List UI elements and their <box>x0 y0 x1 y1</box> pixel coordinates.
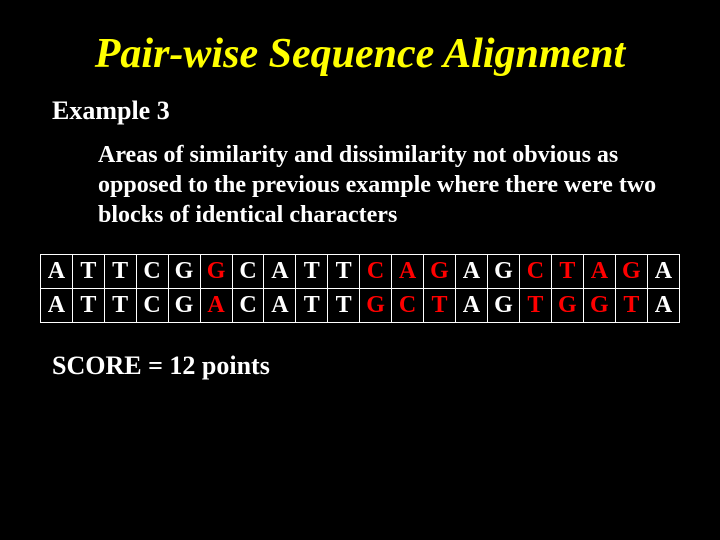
seq-cell: A <box>392 255 424 289</box>
seq-cell: T <box>423 289 455 323</box>
score-text: SCORE = 12 points <box>52 351 680 381</box>
seq-cell: G <box>168 289 200 323</box>
seq-cell: T <box>104 255 136 289</box>
seq-cell: T <box>328 289 360 323</box>
seq-cell: A <box>583 255 615 289</box>
sequence-row-2: ATTCGACATTGCTAGTGGTA <box>41 289 680 323</box>
seq-cell: C <box>392 289 424 323</box>
sequence-row-1: ATTCGGCATTCAGAGCTAGA <box>41 255 680 289</box>
description-text: Areas of similarity and dissimilarity no… <box>98 140 660 230</box>
seq-cell: C <box>360 255 392 289</box>
slide-title: Pair-wise Sequence Alignment <box>40 30 680 78</box>
seq-cell: T <box>72 289 104 323</box>
seq-cell: A <box>41 255 73 289</box>
seq-cell: G <box>551 289 583 323</box>
seq-cell: G <box>583 289 615 323</box>
seq-cell: G <box>360 289 392 323</box>
seq-cell: G <box>200 255 232 289</box>
seq-cell: C <box>232 255 264 289</box>
seq-cell: C <box>136 255 168 289</box>
seq-cell: C <box>136 289 168 323</box>
slide: Pair-wise Sequence Alignment Example 3 A… <box>0 0 720 540</box>
seq-cell: A <box>200 289 232 323</box>
seq-cell: A <box>264 289 296 323</box>
seq-cell: T <box>551 255 583 289</box>
example-label: Example 3 <box>52 96 680 126</box>
seq-cell: G <box>423 255 455 289</box>
seq-cell: A <box>647 289 679 323</box>
seq-cell: T <box>296 255 328 289</box>
seq-cell: G <box>168 255 200 289</box>
seq-cell: A <box>264 255 296 289</box>
seq-cell: C <box>519 255 551 289</box>
seq-cell: G <box>487 255 519 289</box>
seq-cell: A <box>41 289 73 323</box>
seq-cell: A <box>647 255 679 289</box>
seq-cell: G <box>487 289 519 323</box>
seq-cell: T <box>615 289 647 323</box>
seq-cell: G <box>615 255 647 289</box>
seq-cell: C <box>232 289 264 323</box>
seq-cell: A <box>455 289 487 323</box>
seq-cell: A <box>455 255 487 289</box>
seq-cell: T <box>519 289 551 323</box>
seq-cell: T <box>72 255 104 289</box>
alignment-table: ATTCGGCATTCAGAGCTAGA ATTCGACATTGCTAGTGGT… <box>40 254 680 323</box>
seq-cell: T <box>328 255 360 289</box>
seq-cell: T <box>104 289 136 323</box>
seq-cell: T <box>296 289 328 323</box>
